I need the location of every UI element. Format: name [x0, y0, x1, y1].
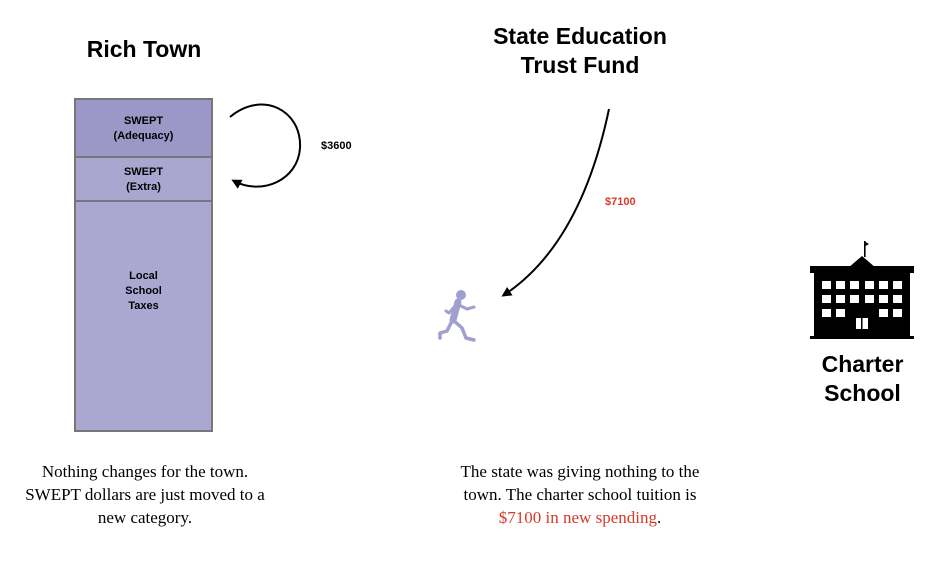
town-caption-line3: new category.	[97, 508, 193, 527]
state-fund-title-line2: Trust Fund	[520, 52, 640, 78]
local-taxes-label-line1: Local	[129, 270, 158, 282]
charter-school-title: Charter School	[790, 350, 935, 408]
state-to-student-arrow	[501, 108, 610, 297]
swept-adequacy-label-line1: SWEPT	[123, 115, 164, 127]
state-amount-label: $7100	[605, 196, 636, 208]
school-building-icon	[810, 241, 914, 339]
town-caption-line2: SWEPT dollars are just moved to a	[25, 485, 265, 504]
state-caption-line3: $7100 in new spending.	[430, 506, 730, 529]
running-child-icon	[438, 290, 476, 342]
swept-adequacy-label-line2: (Adequacy)	[113, 130, 174, 142]
town-caption-line1: Nothing changes for the town.	[41, 462, 249, 481]
local-taxes-label-line2: School	[125, 285, 162, 297]
new-spending-highlight: $7100 in new spending	[498, 508, 657, 527]
town-caption: Nothing changes for the town. SWEPT doll…	[0, 460, 290, 529]
state-caption-line1: The state was giving nothing to the	[460, 462, 700, 481]
swept-extra-label-line2: (Extra)	[126, 181, 161, 193]
swept-extra-label-line1: SWEPT	[123, 166, 164, 178]
loop-arrow	[229, 103, 302, 189]
state-caption-end: .	[656, 508, 662, 527]
state-caption-line2: town. The charter school tuition is	[463, 485, 697, 504]
state-fund-title-line1: State Education	[493, 23, 667, 49]
swept-extra-segment: SWEPT (Extra)	[76, 158, 211, 202]
rich-town-title: Rich Town	[86, 36, 202, 62]
local-taxes-label-line3: Taxes	[128, 300, 159, 312]
state-caption: The state was giving nothing to the town…	[430, 460, 730, 529]
loop-amount-label: $3600	[321, 140, 352, 152]
charter-title-line1: Charter	[821, 351, 904, 377]
local-school-taxes-segment: Local School Taxes	[76, 202, 211, 430]
rich-town-budget-column: SWEPT (Adequacy) SWEPT (Extra) Local Sch…	[74, 98, 213, 432]
state-fund-title: State Education Trust Fund	[470, 22, 690, 80]
swept-adequacy-segment: SWEPT (Adequacy)	[76, 100, 211, 158]
charter-title-line2: School	[824, 380, 901, 406]
